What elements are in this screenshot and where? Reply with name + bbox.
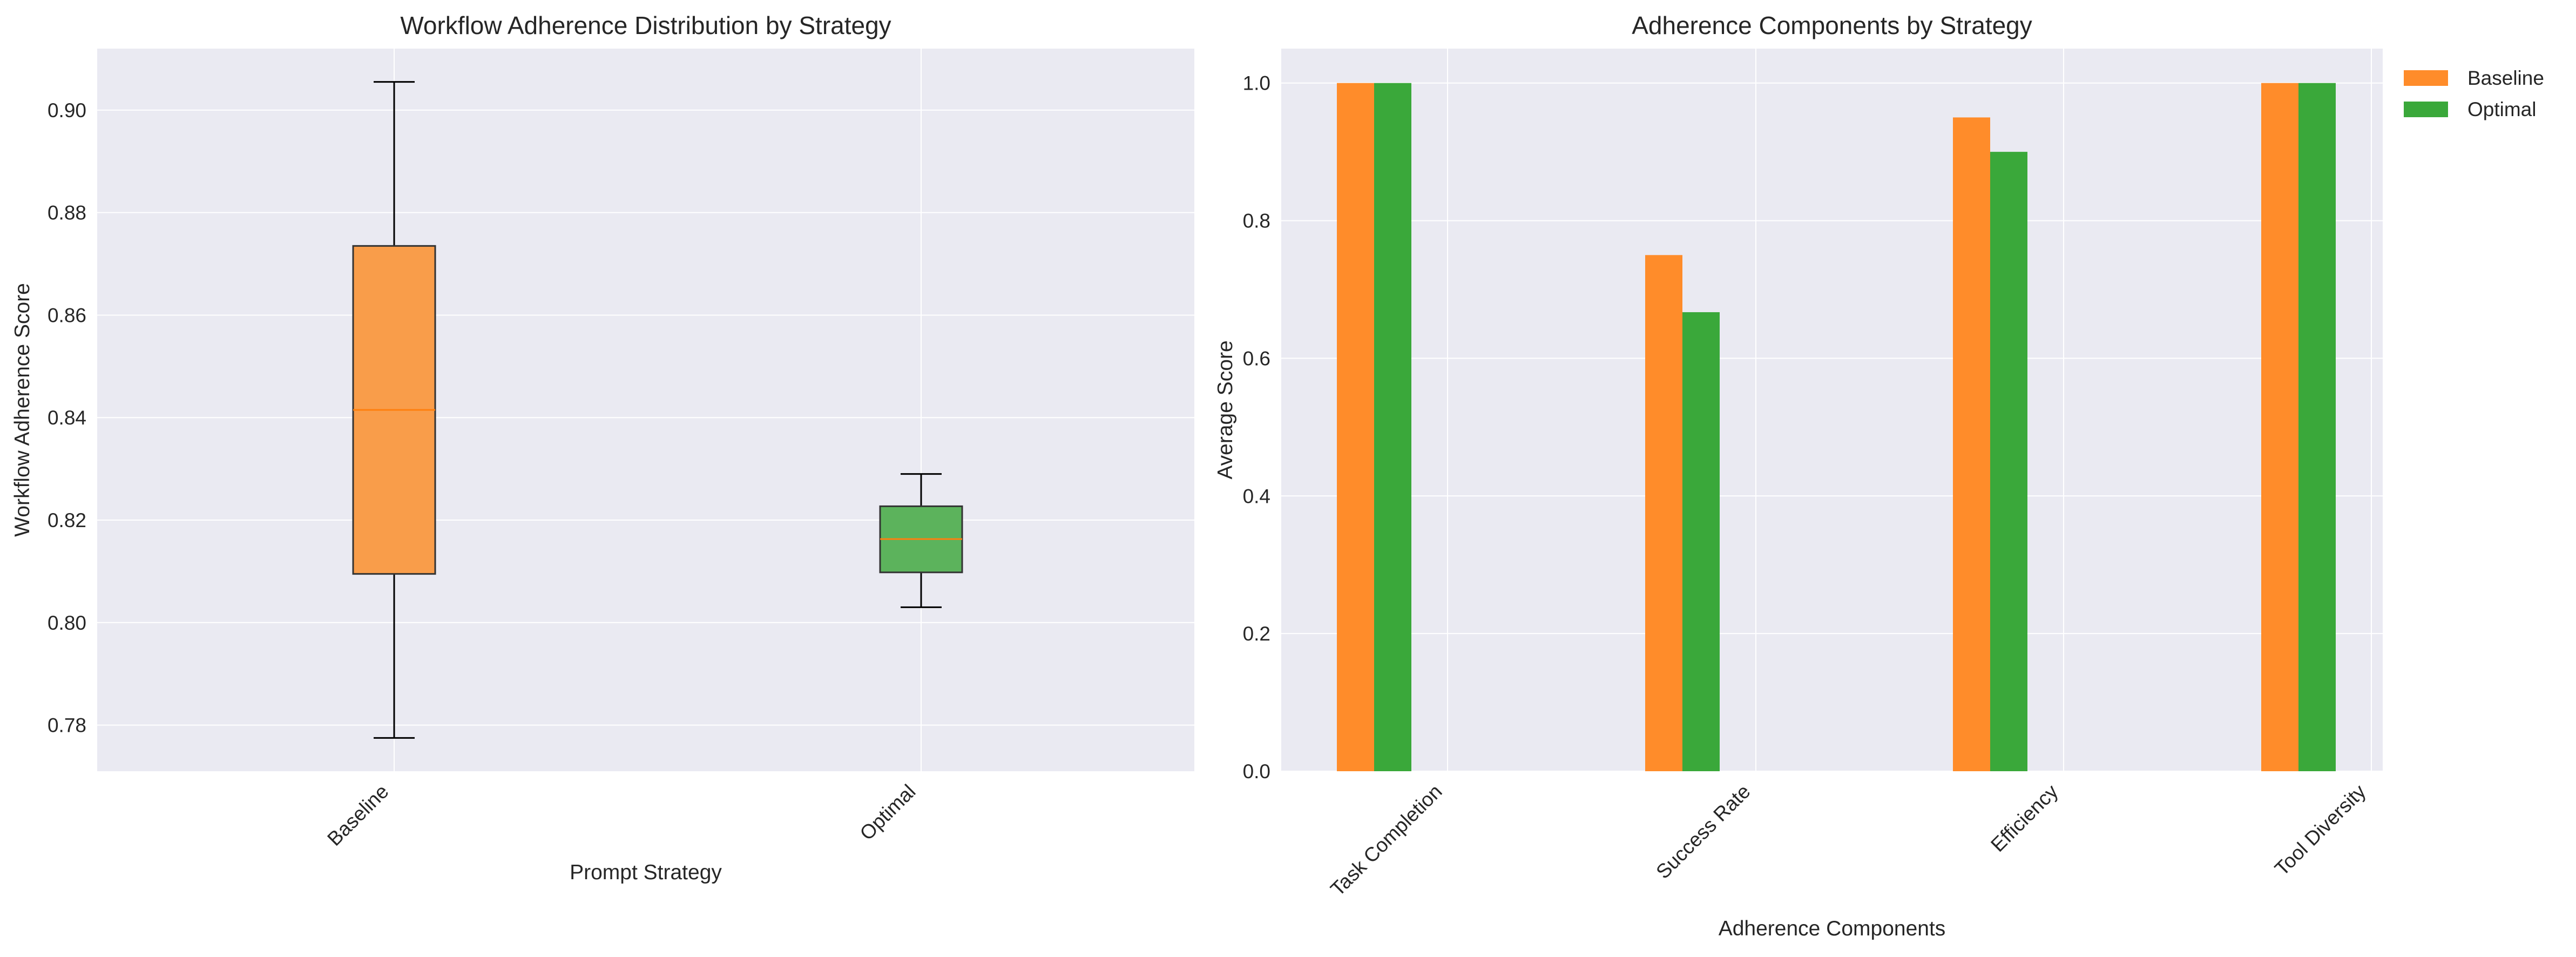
right-x-tick-label: Success Rate: [1652, 780, 1754, 883]
grouped-bar-chart: 0.0 0.2 0.4 0.6 0.8 1.0 Task Completion Succes…: [1214, 11, 2544, 940]
bar-baseline: [1337, 83, 1374, 772]
bar-optimal: [1374, 83, 1411, 772]
right-x-tick-label: Efficiency: [1986, 780, 2063, 856]
left-y-tick-label: 0.88: [48, 202, 86, 224]
left-chart-title: Workflow Adherence Distribution by Strat…: [400, 11, 891, 39]
legend-swatch-optimal: [2404, 102, 2448, 117]
left-y-tick-labels: 0.78 0.80 0.82 0.84 0.86 0.88 0.90: [48, 99, 86, 737]
right-gridlines: [1281, 49, 2383, 772]
right-y-tick-label: 0.4: [1243, 485, 1270, 507]
box-optimal: [879, 473, 963, 608]
left-y-tick-label: 0.80: [48, 612, 86, 634]
left-plot-area: [97, 49, 1194, 771]
legend-label-optimal: Optimal: [2467, 98, 2536, 120]
left-y-tick-label: 0.84: [48, 407, 86, 429]
bar-optimal: [1682, 312, 1720, 771]
right-y-tick-label: 0.8: [1243, 210, 1270, 232]
legend: Baseline Optimal: [2404, 67, 2544, 120]
left-y-axis-label: Workflow Adherence Score: [11, 283, 34, 537]
left-y-tick-label: 0.86: [48, 304, 86, 326]
right-x-tick-label: Task Completion: [1326, 780, 1446, 900]
left-y-tick-label: 0.82: [48, 509, 86, 531]
left-y-tick-label: 0.78: [48, 715, 86, 737]
right-chart-title: Adherence Components by Strategy: [1632, 11, 2032, 39]
left-x-tick-labels: Baseline Optimal: [323, 780, 919, 850]
box-baseline: [352, 81, 436, 739]
left-x-tick-label: Optimal: [856, 780, 920, 845]
left-y-tick-label: 0.90: [48, 99, 86, 122]
bar-optimal: [1990, 152, 2027, 772]
legend-swatch-baseline: [2404, 70, 2448, 86]
left-x-axis-label: Prompt Strategy: [570, 861, 722, 884]
right-y-axis-label: Average Score: [1214, 340, 1237, 479]
box-plot-chart: 0.78 0.80 0.82 0.84 0.86 0.88 0.90 Baseline Opt…: [11, 11, 1194, 884]
right-x-axis-label: Adherence Components: [1719, 917, 1946, 940]
bar-optimal: [2298, 83, 2336, 772]
right-x-tick-label: Tool Diversity: [2270, 780, 2370, 880]
right-y-tick-label: 0.2: [1243, 623, 1270, 645]
right-bar-marks: [1337, 83, 2336, 772]
left-gridlines: [97, 49, 1194, 771]
right-y-tick-label: 0.6: [1243, 347, 1270, 369]
right-y-tick-label: 0.0: [1243, 760, 1270, 783]
right-y-tick-labels: 0.0 0.2 0.4 0.6 0.8 1.0: [1243, 72, 1270, 783]
right-plot-area: [1281, 49, 2383, 771]
left-x-tick-label: Baseline: [323, 780, 393, 850]
legend-label-baseline: Baseline: [2467, 67, 2544, 89]
bar-baseline: [2261, 83, 2298, 772]
bar-baseline: [1645, 255, 1682, 771]
left-box-marks: [352, 81, 963, 739]
bar-baseline: [1953, 117, 1990, 771]
right-y-tick-label: 1.0: [1243, 72, 1270, 95]
right-x-tick-labels: Task Completion Success Rate Efficiency Too…: [1326, 780, 2370, 900]
